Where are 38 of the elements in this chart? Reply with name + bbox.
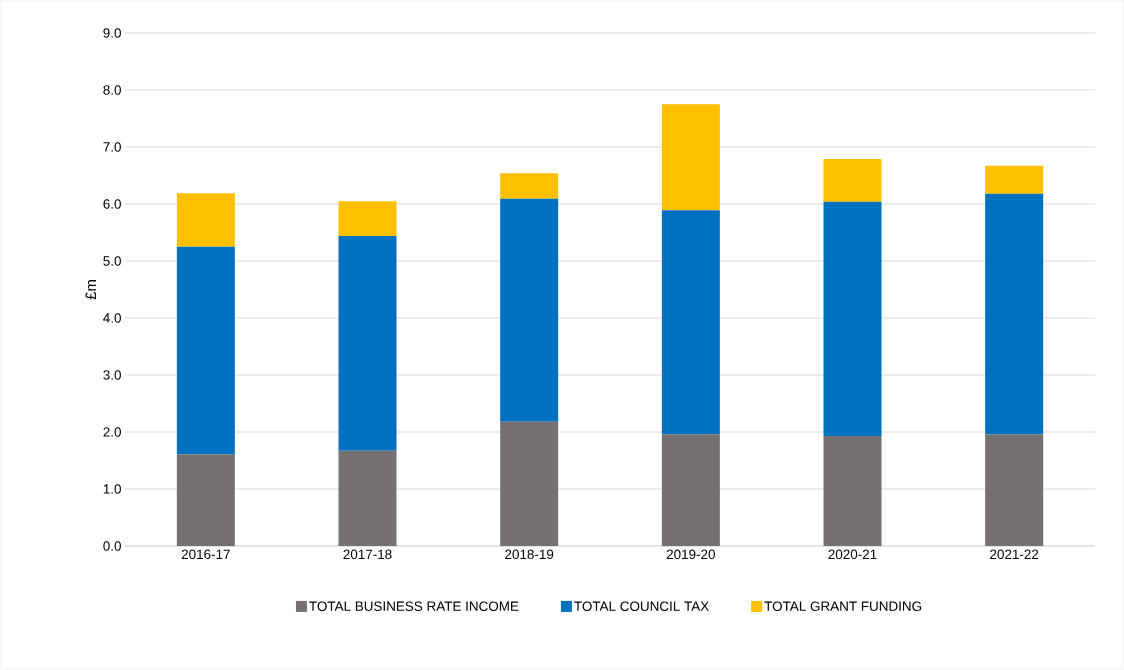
x-tick-label: 2016-17 [181,549,230,560]
bar [823,158,882,202]
y-tick-label: 4.0 [103,313,121,323]
x-tick-label: 2018-19 [505,549,554,560]
y-tick-label: 0.0 [103,541,121,551]
bar [661,434,720,546]
bar [338,235,397,451]
x-tick-label: 2019-20 [666,549,715,560]
y-tick-label: 5.0 [103,256,121,266]
y-tick-label: 3.0 [103,370,121,380]
bar [176,246,235,455]
bar [661,104,720,211]
bar [176,454,235,546]
bar [500,173,559,199]
y-tick-label: 1.0 [103,484,121,494]
bar [985,193,1044,435]
bar [338,450,397,546]
legend-label: TOTAL GRANT FUNDING [764,601,922,611]
bar [500,198,559,422]
y-tick-label: 9.0 [103,28,121,38]
bar [985,165,1044,194]
bar [338,201,397,236]
bar [661,210,720,435]
y-axis-title: £m [85,280,96,300]
y-tick-label: 6.0 [103,199,121,209]
legend-label: TOTAL BUSINESS RATE INCOME [309,601,519,611]
y-tick-label: 2.0 [103,427,121,437]
bar [500,421,559,546]
bar [823,201,882,436]
legend-label: TOTAL COUNCIL TAX [574,601,709,611]
bar [985,434,1044,546]
y-tick-label: 7.0 [103,142,121,152]
bar [176,193,235,247]
x-tick-label: 2017-18 [343,549,392,560]
y-tick-label: 8.0 [103,85,121,95]
bar [823,435,882,546]
x-tick-label: 2020-21 [828,549,877,560]
x-tick-label: 2021-22 [990,549,1039,560]
